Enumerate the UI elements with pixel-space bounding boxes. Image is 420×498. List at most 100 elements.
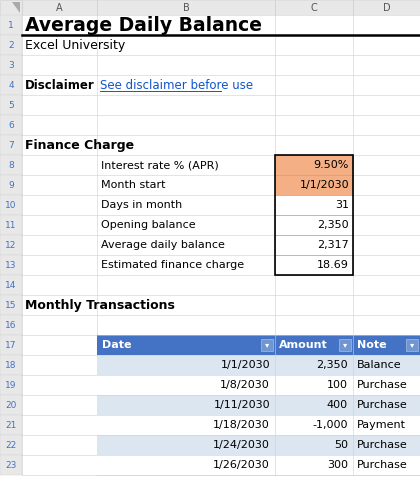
Bar: [22, 275, 420, 295]
Text: Purchase: Purchase: [357, 440, 408, 450]
Text: 23: 23: [5, 461, 17, 470]
Text: Note: Note: [357, 340, 387, 350]
Bar: [22, 55, 420, 75]
Bar: [0, 335, 22, 355]
Text: Payment: Payment: [357, 420, 406, 430]
Text: 18.69: 18.69: [317, 260, 349, 270]
Text: Average Daily Balance: Average Daily Balance: [25, 15, 262, 34]
Text: 17: 17: [5, 341, 17, 350]
Bar: [275, 395, 353, 415]
Text: 10: 10: [5, 201, 17, 210]
Bar: [0, 55, 22, 75]
Bar: [0, 455, 22, 475]
Text: Date: Date: [102, 340, 131, 350]
Bar: [22, 255, 420, 275]
Bar: [22, 295, 420, 315]
Text: 20: 20: [5, 400, 17, 409]
Text: 31: 31: [335, 200, 349, 210]
Text: Finance Charge: Finance Charge: [25, 138, 134, 151]
Bar: [22, 235, 420, 255]
Bar: [406, 339, 418, 351]
Bar: [353, 375, 420, 395]
Bar: [97, 355, 275, 375]
Text: 18: 18: [5, 361, 17, 370]
Text: ▾: ▾: [410, 341, 414, 350]
Bar: [0, 95, 22, 115]
Bar: [97, 375, 275, 395]
Bar: [0, 435, 22, 455]
Text: 11: 11: [5, 221, 17, 230]
Bar: [0, 375, 22, 395]
Text: 7: 7: [8, 140, 14, 149]
Bar: [275, 195, 353, 215]
Text: Days in month: Days in month: [101, 200, 182, 210]
Text: 1/26/2030: 1/26/2030: [213, 460, 270, 470]
Bar: [22, 115, 420, 135]
Bar: [22, 355, 420, 375]
Text: 2,317: 2,317: [317, 240, 349, 250]
Text: Balance: Balance: [357, 360, 402, 370]
Bar: [22, 435, 420, 455]
Text: 400: 400: [327, 400, 348, 410]
Text: See disclaimer before use: See disclaimer before use: [100, 79, 253, 92]
Text: Monthly Transactions: Monthly Transactions: [25, 298, 175, 312]
Text: 12: 12: [5, 241, 17, 249]
Bar: [353, 395, 420, 415]
Text: 6: 6: [8, 121, 14, 129]
Text: ▾: ▾: [265, 341, 269, 350]
Polygon shape: [12, 2, 20, 13]
Bar: [275, 0, 353, 15]
Text: Purchase: Purchase: [357, 460, 408, 470]
Text: C: C: [311, 2, 318, 12]
Text: 1/8/2030: 1/8/2030: [220, 380, 270, 390]
Bar: [22, 195, 420, 215]
Bar: [275, 175, 353, 195]
Bar: [0, 15, 22, 35]
Bar: [0, 315, 22, 335]
Bar: [22, 95, 420, 115]
Bar: [0, 115, 22, 135]
Text: 4: 4: [8, 81, 14, 90]
Text: 8: 8: [8, 160, 14, 169]
Bar: [275, 375, 353, 395]
Text: 16: 16: [5, 321, 17, 330]
Bar: [97, 435, 275, 455]
Bar: [275, 335, 353, 355]
Bar: [0, 395, 22, 415]
Text: -1,000: -1,000: [312, 420, 348, 430]
Bar: [97, 455, 275, 475]
Text: A: A: [56, 2, 63, 12]
Text: Month start: Month start: [101, 180, 165, 190]
Bar: [22, 0, 97, 15]
Text: 2,350: 2,350: [316, 360, 348, 370]
Text: 2,350: 2,350: [318, 220, 349, 230]
Bar: [97, 335, 275, 355]
Text: 1/1/2030: 1/1/2030: [299, 180, 349, 190]
Text: 50: 50: [334, 440, 348, 450]
Bar: [0, 355, 22, 375]
Text: 19: 19: [5, 380, 17, 389]
Bar: [22, 155, 420, 175]
Bar: [0, 35, 22, 55]
Text: ▾: ▾: [343, 341, 347, 350]
Text: Interest rate % (APR): Interest rate % (APR): [101, 160, 219, 170]
Bar: [22, 35, 420, 55]
Text: 14: 14: [5, 280, 17, 289]
Text: 300: 300: [327, 460, 348, 470]
Bar: [97, 395, 275, 415]
Bar: [0, 195, 22, 215]
Bar: [22, 375, 420, 395]
Bar: [275, 435, 353, 455]
Text: 1: 1: [8, 20, 14, 29]
Bar: [22, 335, 420, 355]
Bar: [353, 435, 420, 455]
Text: 21: 21: [5, 420, 17, 429]
Bar: [22, 395, 420, 415]
Text: 9.50%: 9.50%: [314, 160, 349, 170]
Bar: [22, 455, 420, 475]
Bar: [0, 275, 22, 295]
Text: Average daily balance: Average daily balance: [101, 240, 225, 250]
Text: B: B: [183, 2, 189, 12]
Text: 9: 9: [8, 180, 14, 190]
Bar: [275, 255, 353, 275]
